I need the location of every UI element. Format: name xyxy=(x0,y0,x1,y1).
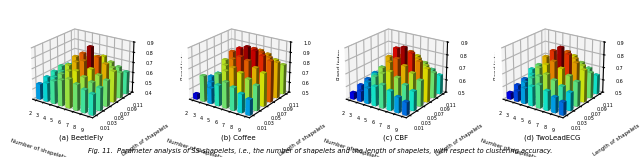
Y-axis label: Length of shapelets: Length of shapelets xyxy=(278,123,326,157)
X-axis label: Number of shapelets: Number of shapelets xyxy=(480,139,537,157)
Text: (d) TwoLeadECG: (d) TwoLeadECG xyxy=(524,134,580,141)
X-axis label: Number of shapelets: Number of shapelets xyxy=(10,139,67,157)
Text: (a) BeetleFly: (a) BeetleFly xyxy=(60,134,104,141)
Y-axis label: Length of shapelets: Length of shapelets xyxy=(592,123,640,157)
X-axis label: Number of shapelets: Number of shapelets xyxy=(166,139,223,157)
Y-axis label: Length of shapelets: Length of shapelets xyxy=(435,123,483,157)
Text: Fig. 11.  Parameter analysis of SS-shapelets, i.e., the number of shapelets and : Fig. 11. Parameter analysis of SS-shapel… xyxy=(88,148,552,154)
Y-axis label: Length of shapelets: Length of shapelets xyxy=(122,123,170,157)
Text: (b) Coffee: (b) Coffee xyxy=(221,134,256,141)
X-axis label: Number of shapelets: Number of shapelets xyxy=(323,139,380,157)
Text: (c) CBF: (c) CBF xyxy=(383,134,408,141)
